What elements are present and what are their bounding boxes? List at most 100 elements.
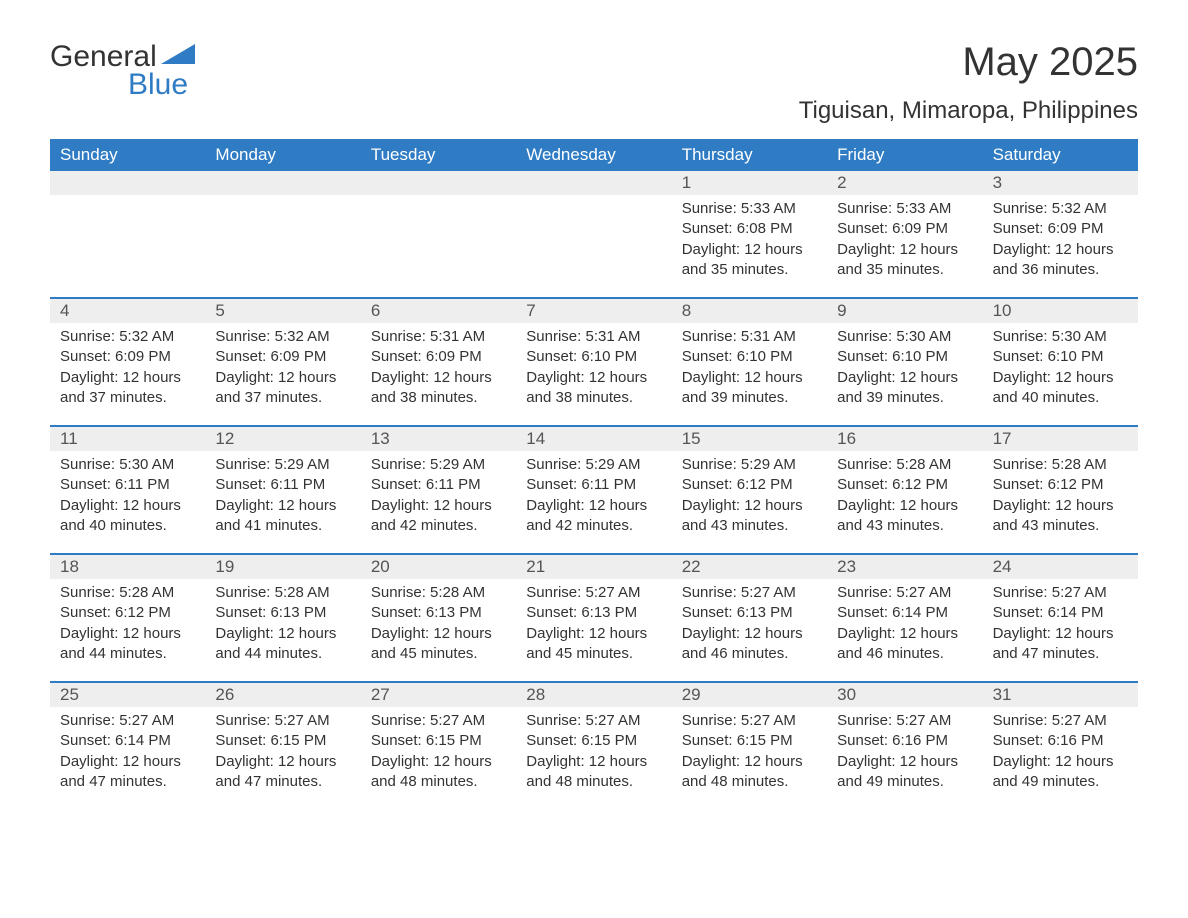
sunset-text: Sunset: 6:11 PM xyxy=(215,475,350,495)
day-body: Sunrise: 5:31 AMSunset: 6:10 PMDaylight:… xyxy=(672,323,827,408)
calendar-day: 26Sunrise: 5:27 AMSunset: 6:15 PMDayligh… xyxy=(205,683,360,809)
day-body: Sunrise: 5:31 AMSunset: 6:09 PMDaylight:… xyxy=(361,323,516,408)
calendar-day: 21Sunrise: 5:27 AMSunset: 6:13 PMDayligh… xyxy=(516,555,671,681)
sunset-text: Sunset: 6:15 PM xyxy=(682,731,817,751)
calendar-day: 17Sunrise: 5:28 AMSunset: 6:12 PMDayligh… xyxy=(983,427,1138,553)
daylight-text: Daylight: 12 hours xyxy=(526,368,661,388)
sunset-text: Sunset: 6:14 PM xyxy=(837,603,972,623)
daylight-text: Daylight: 12 hours xyxy=(682,240,817,260)
calendar-day: 25Sunrise: 5:27 AMSunset: 6:14 PMDayligh… xyxy=(50,683,205,809)
sunset-text: Sunset: 6:16 PM xyxy=(993,731,1128,751)
sunset-text: Sunset: 6:11 PM xyxy=(60,475,195,495)
daylight-text: and 41 minutes. xyxy=(215,516,350,536)
sunrise-text: Sunrise: 5:27 AM xyxy=(682,583,817,603)
day-number: 6 xyxy=(361,299,516,323)
day-number: 22 xyxy=(672,555,827,579)
sunset-text: Sunset: 6:10 PM xyxy=(837,347,972,367)
day-body: Sunrise: 5:27 AMSunset: 6:14 PMDaylight:… xyxy=(827,579,982,664)
sunrise-text: Sunrise: 5:27 AM xyxy=(993,583,1128,603)
day-number: 26 xyxy=(205,683,360,707)
day-body: Sunrise: 5:30 AMSunset: 6:10 PMDaylight:… xyxy=(983,323,1138,408)
daylight-text: Daylight: 12 hours xyxy=(526,752,661,772)
month-title: May 2025 xyxy=(799,40,1138,85)
day-number: 5 xyxy=(205,299,360,323)
calendar-day: 16Sunrise: 5:28 AMSunset: 6:12 PMDayligh… xyxy=(827,427,982,553)
daylight-text: and 43 minutes. xyxy=(682,516,817,536)
day-number: 11 xyxy=(50,427,205,451)
day-number: 8 xyxy=(672,299,827,323)
day-body: Sunrise: 5:32 AMSunset: 6:09 PMDaylight:… xyxy=(983,195,1138,280)
day-body: Sunrise: 5:27 AMSunset: 6:14 PMDaylight:… xyxy=(50,707,205,792)
sunset-text: Sunset: 6:09 PM xyxy=(837,219,972,239)
weekday-header: Tuesday xyxy=(361,139,516,171)
daylight-text: Daylight: 12 hours xyxy=(993,496,1128,516)
logo: General Blue xyxy=(50,40,195,102)
calendar-day: 8Sunrise: 5:31 AMSunset: 6:10 PMDaylight… xyxy=(672,299,827,425)
sunrise-text: Sunrise: 5:30 AM xyxy=(993,327,1128,347)
daylight-text: and 44 minutes. xyxy=(215,644,350,664)
sunset-text: Sunset: 6:10 PM xyxy=(993,347,1128,367)
sunrise-text: Sunrise: 5:32 AM xyxy=(60,327,195,347)
calendar-day: 11Sunrise: 5:30 AMSunset: 6:11 PMDayligh… xyxy=(50,427,205,553)
sunrise-text: Sunrise: 5:27 AM xyxy=(526,711,661,731)
sunset-text: Sunset: 6:09 PM xyxy=(371,347,506,367)
daylight-text: Daylight: 12 hours xyxy=(993,368,1128,388)
daylight-text: Daylight: 12 hours xyxy=(682,752,817,772)
day-body: Sunrise: 5:33 AMSunset: 6:09 PMDaylight:… xyxy=(827,195,982,280)
location: Tiguisan, Mimaropa, Philippines xyxy=(799,97,1138,125)
sunset-text: Sunset: 6:15 PM xyxy=(526,731,661,751)
calendar-day: 5Sunrise: 5:32 AMSunset: 6:09 PMDaylight… xyxy=(205,299,360,425)
calendar-day: 24Sunrise: 5:27 AMSunset: 6:14 PMDayligh… xyxy=(983,555,1138,681)
sunset-text: Sunset: 6:09 PM xyxy=(993,219,1128,239)
day-body: Sunrise: 5:27 AMSunset: 6:14 PMDaylight:… xyxy=(983,579,1138,664)
daylight-text: and 42 minutes. xyxy=(371,516,506,536)
daylight-text: and 47 minutes. xyxy=(60,772,195,792)
day-body: Sunrise: 5:27 AMSunset: 6:13 PMDaylight:… xyxy=(516,579,671,664)
daylight-text: Daylight: 12 hours xyxy=(837,752,972,772)
sunrise-text: Sunrise: 5:27 AM xyxy=(526,583,661,603)
weeks-container: 1Sunrise: 5:33 AMSunset: 6:08 PMDaylight… xyxy=(50,171,1138,809)
weekday-header-row: Sunday Monday Tuesday Wednesday Thursday… xyxy=(50,139,1138,171)
day-number: 24 xyxy=(983,555,1138,579)
calendar-day: 12Sunrise: 5:29 AMSunset: 6:11 PMDayligh… xyxy=(205,427,360,553)
weekday-header: Monday xyxy=(205,139,360,171)
day-number: 7 xyxy=(516,299,671,323)
daylight-text: Daylight: 12 hours xyxy=(837,624,972,644)
daylight-text: and 47 minutes. xyxy=(215,772,350,792)
sunrise-text: Sunrise: 5:29 AM xyxy=(215,455,350,475)
daylight-text: and 48 minutes. xyxy=(526,772,661,792)
daylight-text: and 49 minutes. xyxy=(993,772,1128,792)
day-body: Sunrise: 5:28 AMSunset: 6:12 PMDaylight:… xyxy=(983,451,1138,536)
title-block: May 2025 Tiguisan, Mimaropa, Philippines xyxy=(799,40,1138,125)
week-row: 11Sunrise: 5:30 AMSunset: 6:11 PMDayligh… xyxy=(50,425,1138,553)
daylight-text: and 46 minutes. xyxy=(682,644,817,664)
day-body: Sunrise: 5:27 AMSunset: 6:16 PMDaylight:… xyxy=(983,707,1138,792)
calendar-day: 13Sunrise: 5:29 AMSunset: 6:11 PMDayligh… xyxy=(361,427,516,553)
sunset-text: Sunset: 6:08 PM xyxy=(682,219,817,239)
daylight-text: and 35 minutes. xyxy=(837,260,972,280)
daylight-text: Daylight: 12 hours xyxy=(60,624,195,644)
calendar-day: 14Sunrise: 5:29 AMSunset: 6:11 PMDayligh… xyxy=(516,427,671,553)
sunrise-text: Sunrise: 5:27 AM xyxy=(215,711,350,731)
calendar-day: 6Sunrise: 5:31 AMSunset: 6:09 PMDaylight… xyxy=(361,299,516,425)
day-number xyxy=(361,171,516,195)
day-number: 27 xyxy=(361,683,516,707)
sunrise-text: Sunrise: 5:28 AM xyxy=(60,583,195,603)
calendar-day: 20Sunrise: 5:28 AMSunset: 6:13 PMDayligh… xyxy=(361,555,516,681)
calendar-day xyxy=(205,171,360,297)
daylight-text: and 48 minutes. xyxy=(371,772,506,792)
day-body: Sunrise: 5:31 AMSunset: 6:10 PMDaylight:… xyxy=(516,323,671,408)
sunrise-text: Sunrise: 5:33 AM xyxy=(682,199,817,219)
daylight-text: and 38 minutes. xyxy=(371,388,506,408)
calendar-day: 19Sunrise: 5:28 AMSunset: 6:13 PMDayligh… xyxy=(205,555,360,681)
day-number: 4 xyxy=(50,299,205,323)
daylight-text: and 45 minutes. xyxy=(526,644,661,664)
day-number: 28 xyxy=(516,683,671,707)
sunset-text: Sunset: 6:11 PM xyxy=(371,475,506,495)
day-body: Sunrise: 5:30 AMSunset: 6:10 PMDaylight:… xyxy=(827,323,982,408)
sunset-text: Sunset: 6:15 PM xyxy=(215,731,350,751)
daylight-text: and 36 minutes. xyxy=(993,260,1128,280)
day-body: Sunrise: 5:28 AMSunset: 6:13 PMDaylight:… xyxy=(361,579,516,664)
sunrise-text: Sunrise: 5:29 AM xyxy=(526,455,661,475)
day-body: Sunrise: 5:33 AMSunset: 6:08 PMDaylight:… xyxy=(672,195,827,280)
